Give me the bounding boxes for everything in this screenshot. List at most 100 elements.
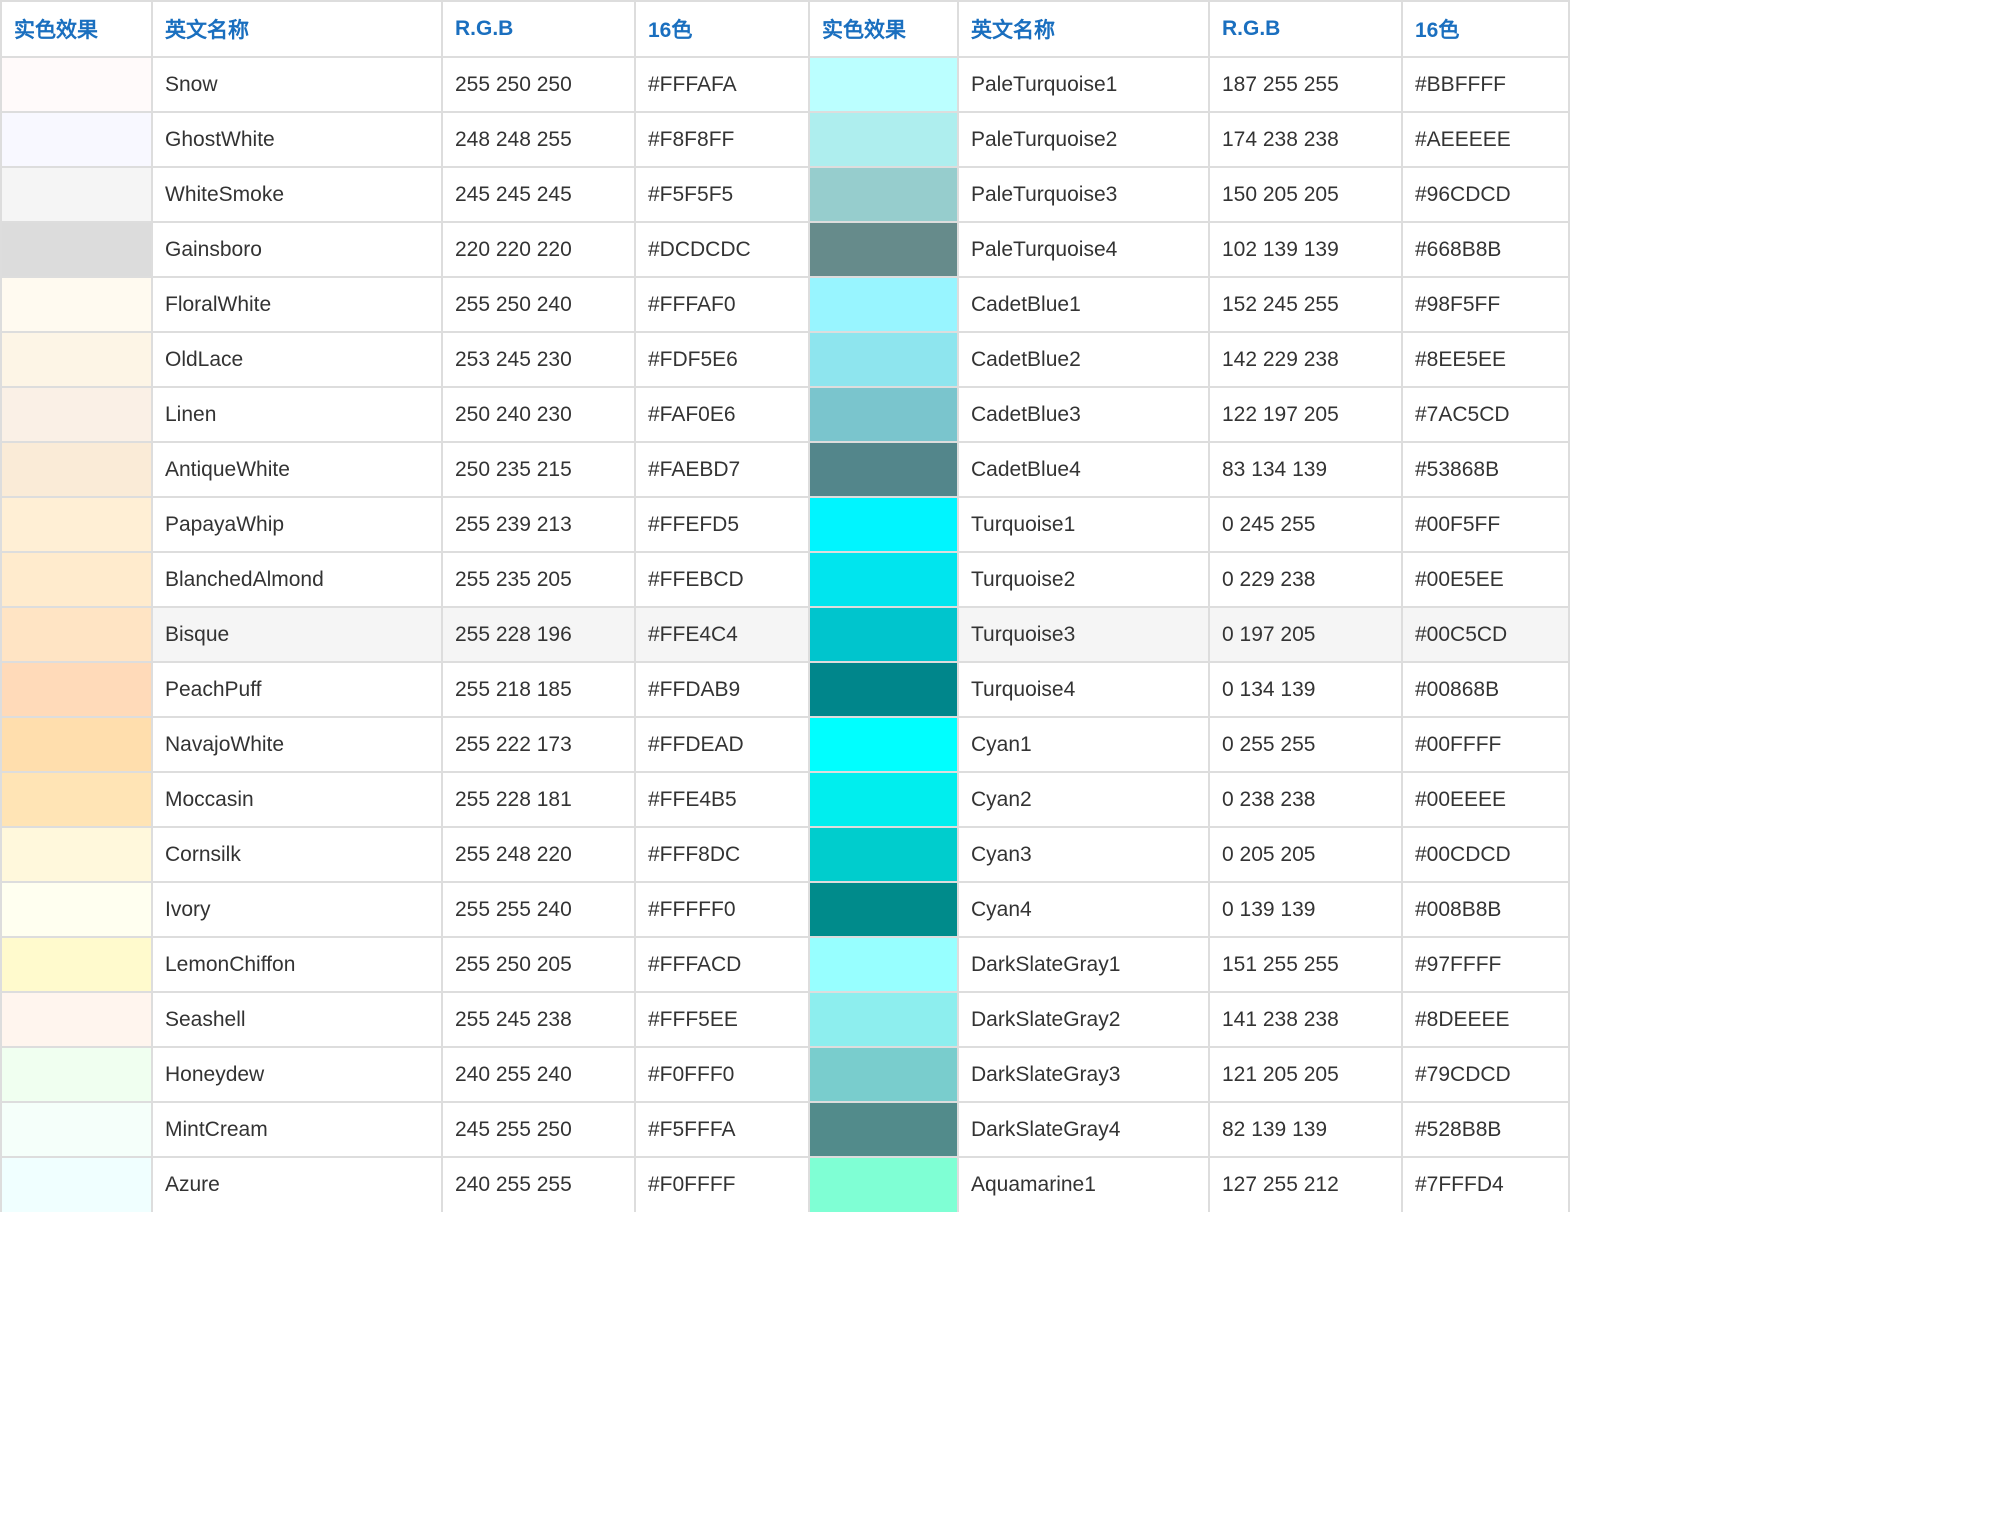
color-name: Azure <box>151 1156 443 1212</box>
color-hex: #FFF5EE <box>634 991 810 1048</box>
color-hex: #FAF0E6 <box>634 386 810 443</box>
color-rgb: 245 255 250 <box>441 1101 636 1158</box>
color-hex: #FFDEAD <box>634 716 810 773</box>
color-hex: #00E5EE <box>1401 551 1570 608</box>
color-hex: #F8F8FF <box>634 111 810 168</box>
color-rgb: 255 250 205 <box>441 936 636 993</box>
color-rgb: 127 255 212 <box>1208 1156 1403 1212</box>
color-rgb: 255 245 238 <box>441 991 636 1048</box>
color-name: DarkSlateGray3 <box>957 1046 1210 1103</box>
table-row: PapayaWhip 255 239 213 #FFEFD5 Turquoise1 0 … <box>0 496 1570 553</box>
color-swatch <box>808 496 959 553</box>
color-hex: #8EE5EE <box>1401 331 1570 388</box>
table-row: Azure 240 255 255 #F0FFFF Aquamarine1 127 25… <box>0 1156 1570 1212</box>
color-rgb: 250 240 230 <box>441 386 636 443</box>
header-hex: 16色 <box>1401 0 1570 58</box>
color-name: GhostWhite <box>151 111 443 168</box>
color-swatch <box>808 221 959 278</box>
table-row: Seashell 255 245 238 #FFF5EE DarkSlateGray2… <box>0 991 1570 1048</box>
table-row: FloralWhite 255 250 240 #FFFAF0 CadetBlue1 1… <box>0 276 1570 333</box>
color-name: PeachPuff <box>151 661 443 718</box>
color-name: Turquoise3 <box>957 606 1210 663</box>
color-name: CadetBlue4 <box>957 441 1210 498</box>
color-name: Turquoise1 <box>957 496 1210 553</box>
table-row: Ivory 255 255 240 #FFFFF0 Cyan4 0 139 139 #00… <box>0 881 1570 938</box>
color-name: PaleTurquoise2 <box>957 111 1210 168</box>
color-rgb: 0 229 238 <box>1208 551 1403 608</box>
color-name: Ivory <box>151 881 443 938</box>
color-name: PaleTurquoise4 <box>957 221 1210 278</box>
table-row: Cornsilk 255 248 220 #FFF8DC Cyan3 0 205 205… <box>0 826 1570 883</box>
color-hex: #96CDCD <box>1401 166 1570 223</box>
color-swatch <box>0 881 153 938</box>
color-name: DarkSlateGray1 <box>957 936 1210 993</box>
color-swatch <box>0 111 153 168</box>
color-rgb: 255 228 196 <box>441 606 636 663</box>
color-rgb: 0 245 255 <box>1208 496 1403 553</box>
color-swatch <box>0 1101 153 1158</box>
color-hex: #79CDCD <box>1401 1046 1570 1103</box>
color-name: PaleTurquoise1 <box>957 56 1210 113</box>
color-hex: #FFEFD5 <box>634 496 810 553</box>
table-row: BlanchedAlmond 255 235 205 #FFEBCD Turquois… <box>0 551 1570 608</box>
color-swatch <box>0 276 153 333</box>
color-swatch <box>808 1046 959 1103</box>
color-swatch <box>808 441 959 498</box>
color-swatch <box>808 331 959 388</box>
color-hex: #FFE4B5 <box>634 771 810 828</box>
header-hex: 16色 <box>634 0 810 58</box>
header-swatch: 实色效果 <box>808 0 959 58</box>
table-row: Gainsboro 220 220 220 #DCDCDC PaleTurquoise… <box>0 221 1570 278</box>
color-swatch <box>808 716 959 773</box>
color-name: Snow <box>151 56 443 113</box>
color-hex: #AEEEEE <box>1401 111 1570 168</box>
color-rgb: 0 205 205 <box>1208 826 1403 883</box>
color-swatch <box>0 166 153 223</box>
color-swatch <box>0 221 153 278</box>
color-hex: #F0FFFF <box>634 1156 810 1212</box>
color-swatch <box>808 771 959 828</box>
color-rgb: 152 245 255 <box>1208 276 1403 333</box>
color-hex: #8DEEEE <box>1401 991 1570 1048</box>
header-english-name: 英文名称 <box>957 0 1210 58</box>
color-hex: #53868B <box>1401 441 1570 498</box>
table-row: Moccasin 255 228 181 #FFE4B5 Cyan2 0 238 238… <box>0 771 1570 828</box>
color-name: Gainsboro <box>151 221 443 278</box>
color-name: Cyan2 <box>957 771 1210 828</box>
color-rgb: 0 139 139 <box>1208 881 1403 938</box>
color-hex: #FFFAFA <box>634 56 810 113</box>
color-hex: #7AC5CD <box>1401 386 1570 443</box>
color-name: PaleTurquoise3 <box>957 166 1210 223</box>
color-rgb: 250 235 215 <box>441 441 636 498</box>
color-hex: #DCDCDC <box>634 221 810 278</box>
color-swatch <box>808 826 959 883</box>
table-row: GhostWhite 248 248 255 #F8F8FF PaleTurquois… <box>0 111 1570 168</box>
color-name: LemonChiffon <box>151 936 443 993</box>
color-swatch <box>808 111 959 168</box>
color-hex: #00CDCD <box>1401 826 1570 883</box>
color-rgb: 151 255 255 <box>1208 936 1403 993</box>
color-name: Turquoise4 <box>957 661 1210 718</box>
color-rgb: 150 205 205 <box>1208 166 1403 223</box>
color-name: AntiqueWhite <box>151 441 443 498</box>
color-rgb: 0 255 255 <box>1208 716 1403 773</box>
color-hex: #FDF5E6 <box>634 331 810 388</box>
table-row: Bisque 255 228 196 #FFE4C4 Turquoise3 0 197 … <box>0 606 1570 663</box>
header-swatch: 实色效果 <box>0 0 153 58</box>
color-rgb: 220 220 220 <box>441 221 636 278</box>
color-name: CadetBlue2 <box>957 331 1210 388</box>
color-swatch <box>0 661 153 718</box>
color-name: DarkSlateGray2 <box>957 991 1210 1048</box>
color-swatch <box>808 991 959 1048</box>
color-swatch <box>0 606 153 663</box>
color-rgb: 0 197 205 <box>1208 606 1403 663</box>
table-row: WhiteSmoke 245 245 245 #F5F5F5 PaleTurquois… <box>0 166 1570 223</box>
color-hex: #FFFFF0 <box>634 881 810 938</box>
color-rgb: 187 255 255 <box>1208 56 1403 113</box>
color-hex: #FFF8DC <box>634 826 810 883</box>
color-rgb: 255 228 181 <box>441 771 636 828</box>
color-name: Seashell <box>151 991 443 1048</box>
color-hex: #98F5FF <box>1401 276 1570 333</box>
table-row: LemonChiffon 255 250 205 #FFFACD DarkSlateG… <box>0 936 1570 993</box>
color-name: DarkSlateGray4 <box>957 1101 1210 1158</box>
